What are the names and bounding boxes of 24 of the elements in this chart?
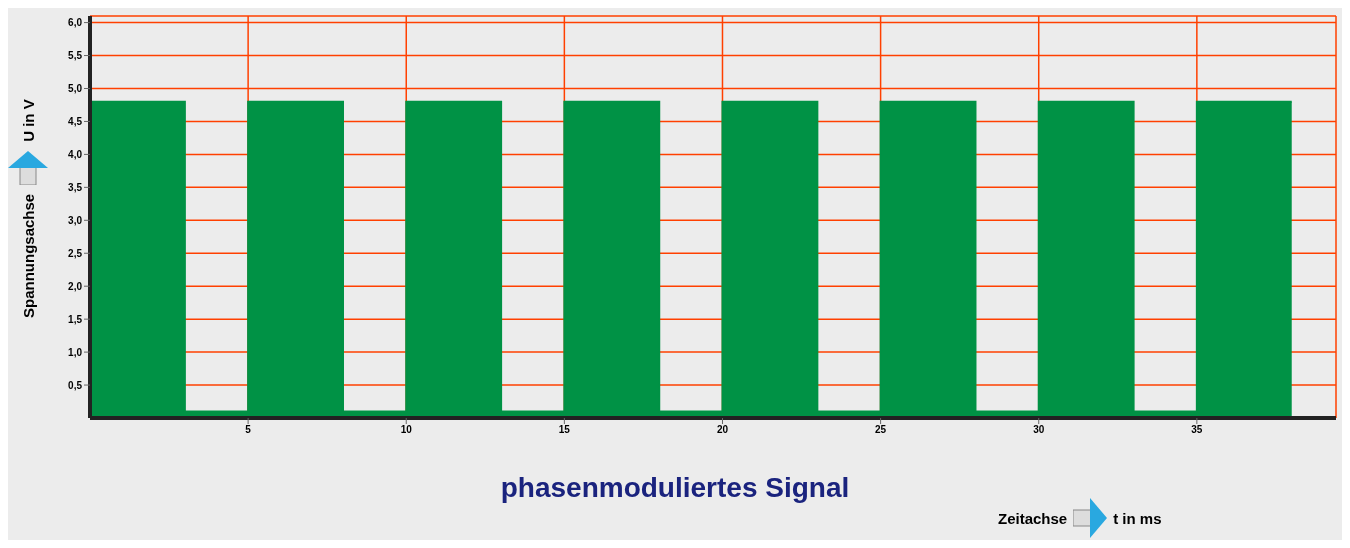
y-tick-label: 5,5 [68, 50, 83, 62]
x-tick-label: 30 [1033, 424, 1045, 436]
x-tick-label: 10 [400, 424, 413, 436]
x-axis-title: Zeitachse [998, 509, 1068, 527]
text: U in V [19, 99, 37, 142]
x-tick-label: 5 [245, 424, 252, 436]
y-tick-label: 3,0 [68, 214, 83, 226]
x-tick-label: 20 [716, 424, 729, 436]
text: t in ms [1113, 509, 1162, 527]
y-tick-label: 2,0 [68, 280, 83, 292]
y-tick-label: 1,0 [68, 346, 83, 358]
x-tick-label: 15 [558, 424, 571, 436]
y-tick-label: 2,5 [68, 247, 83, 259]
x-tick-label: 35 [1191, 424, 1203, 436]
y-tick-label: 3,5 [68, 181, 83, 193]
y-tick-label: 4,5 [68, 115, 83, 127]
y-tick-label: 6,0 [68, 17, 83, 29]
y-tick-label: 0,5 [68, 379, 83, 391]
y-tick-label: 1,5 [68, 313, 83, 325]
text: phasenmoduliertes Signal [499, 472, 851, 504]
y-tick-label: 5,0 [68, 83, 83, 95]
y-axis-title: Spannungsachse [19, 193, 37, 318]
x-tick-label: 25 [875, 424, 887, 436]
y-tick-label: 4,0 [68, 148, 83, 160]
